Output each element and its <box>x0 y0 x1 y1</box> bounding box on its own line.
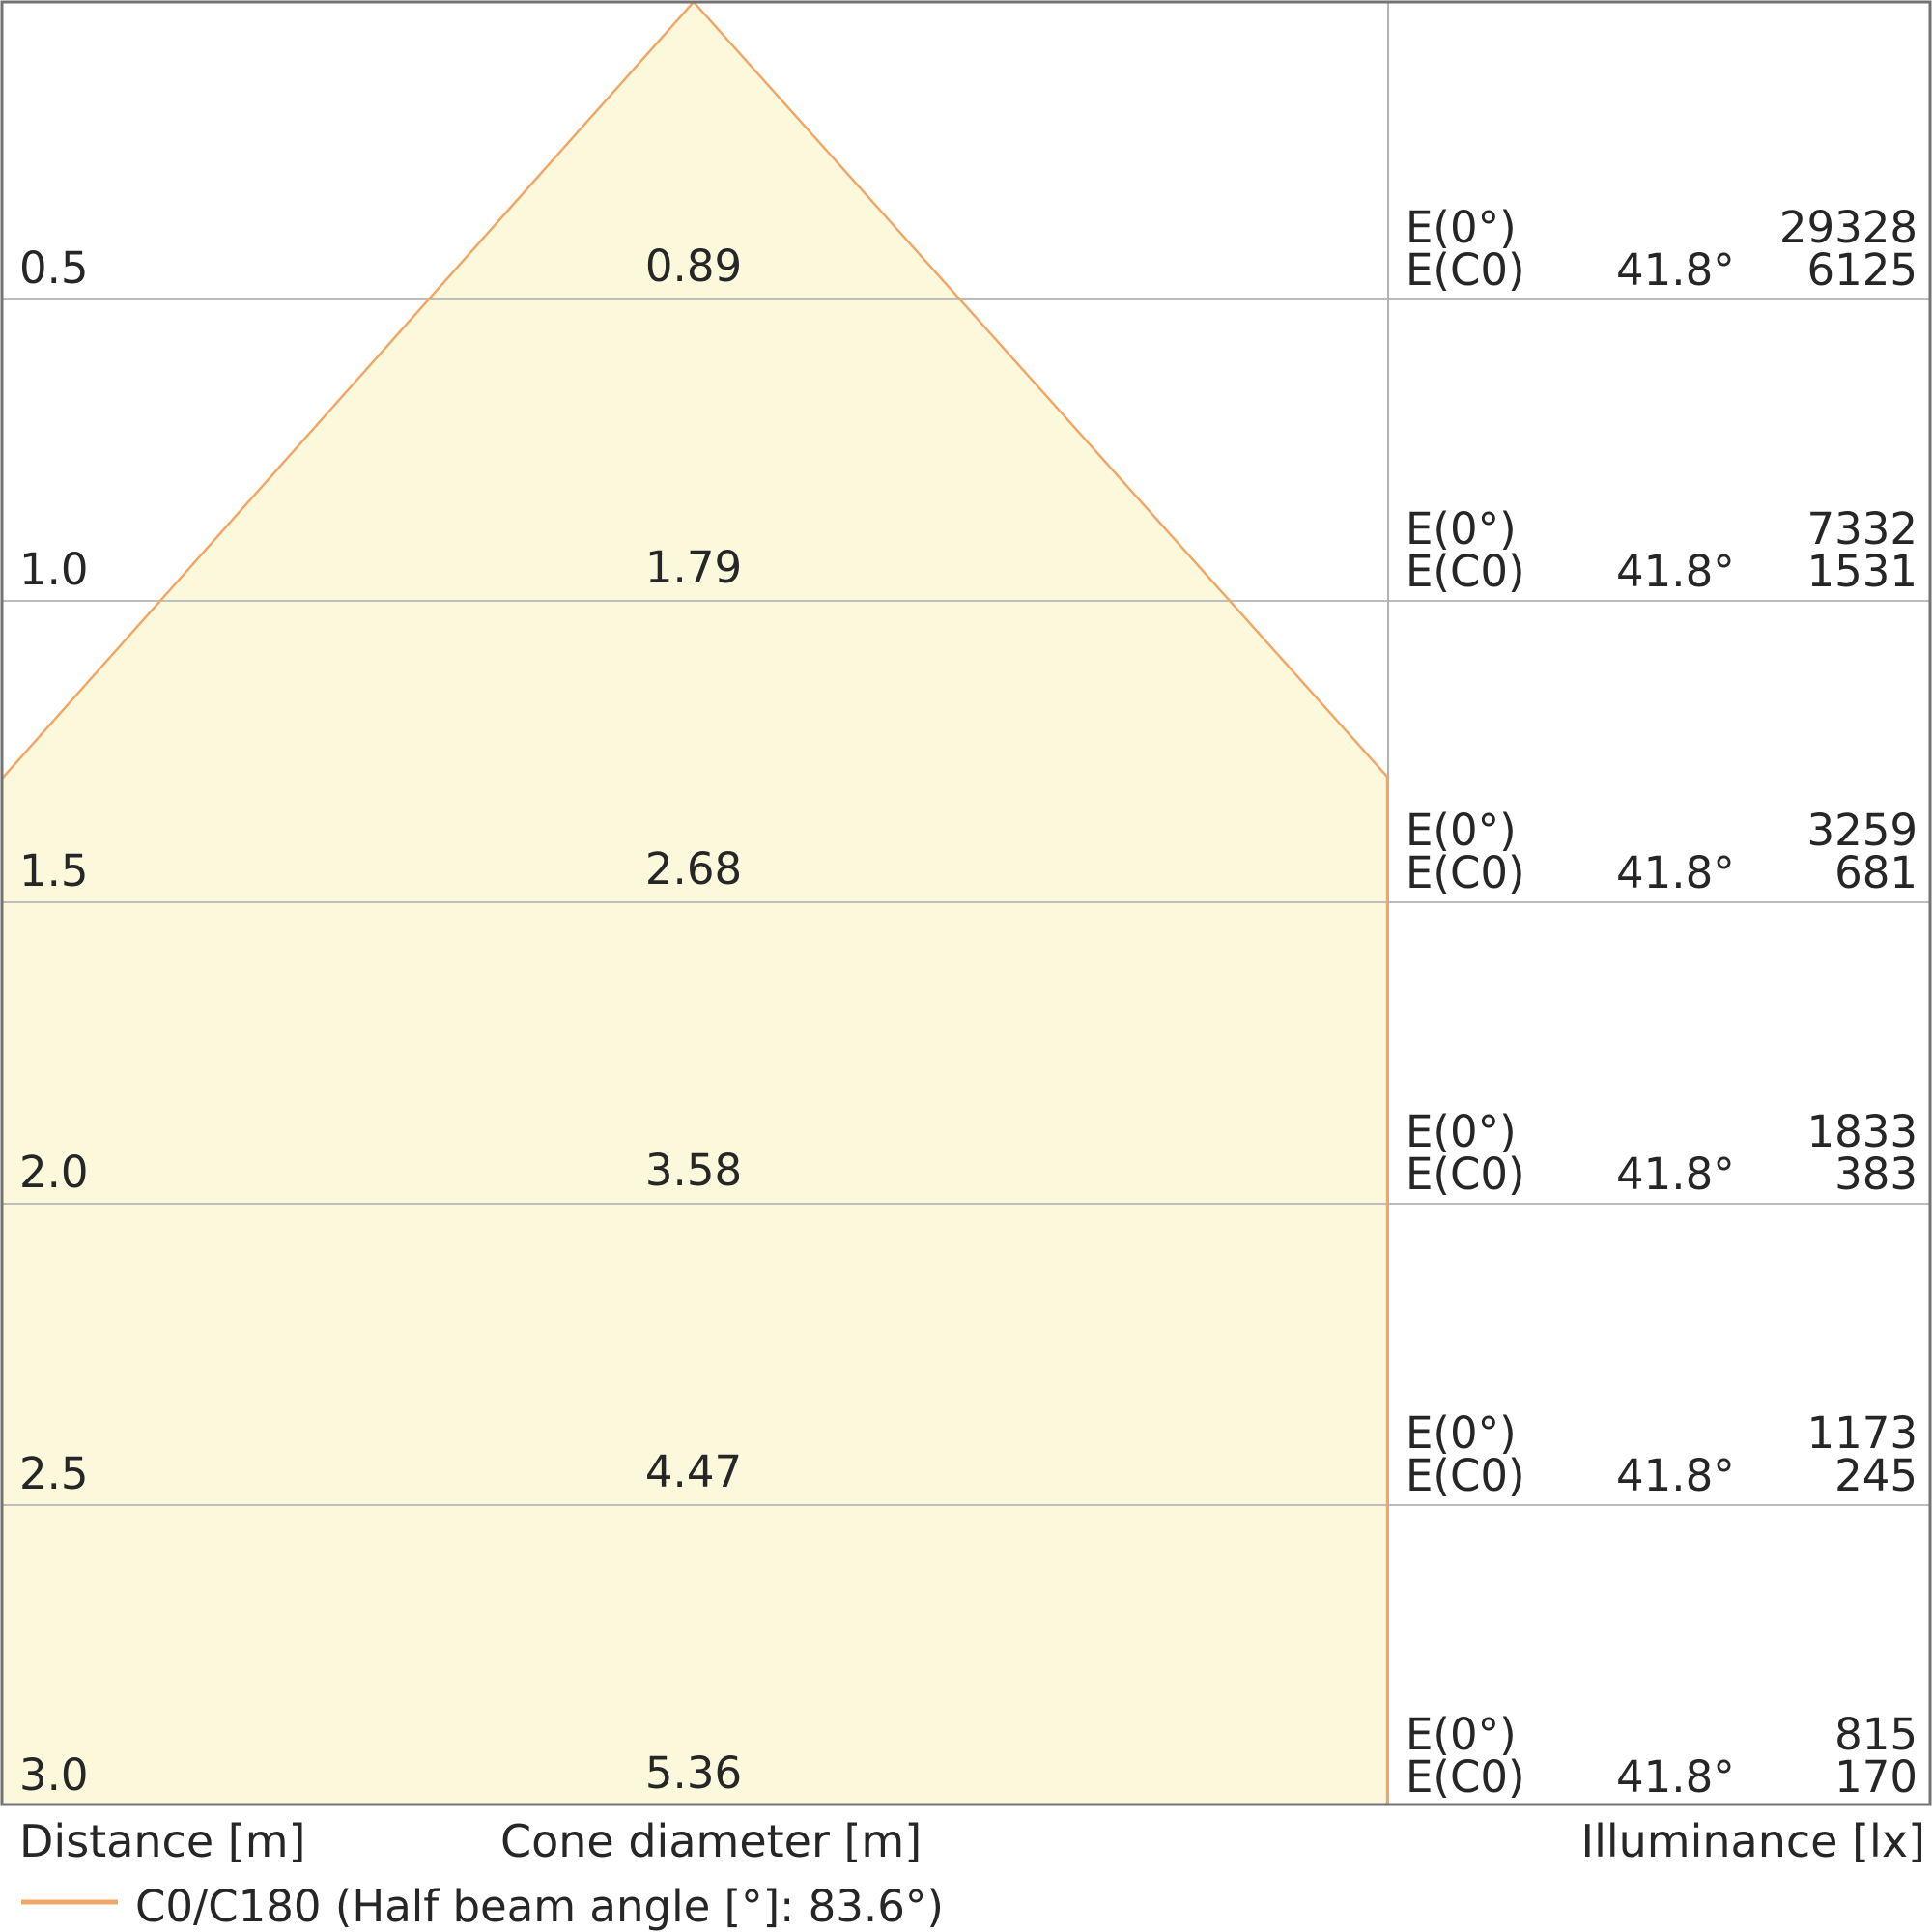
ec0-line: E(C0) 41.8° 681 <box>1406 847 1918 898</box>
illuminance-block: E(0°) 1173 E(C0) 41.8° 245 <box>1406 1407 1918 1501</box>
ec0-label: E(C0) <box>1406 847 1525 898</box>
e0-label: E(0°) <box>1406 202 1517 253</box>
e0-label: E(0°) <box>1406 503 1517 554</box>
cone-diameter-value: 3.58 <box>644 1145 743 1196</box>
illuminance-block: E(0°) 3259 E(C0) 41.8° 681 <box>1406 805 1918 898</box>
ec0-line: E(C0) 41.8° 6125 <box>1406 244 1918 296</box>
e0-value: 29328 <box>1778 202 1918 253</box>
ec0-value: 1531 <box>1806 546 1918 597</box>
ec0-line: E(C0) 41.8° 383 <box>1406 1149 1918 1200</box>
distance-tick-label: 2.5 <box>19 1448 89 1499</box>
ec0-label: E(C0) <box>1406 1450 1525 1501</box>
e0-label: E(0°) <box>1406 805 1517 856</box>
distance-axis-label: Distance [m] <box>19 1815 306 1867</box>
beam-half-angle-value: 41.8° <box>1616 1450 1735 1501</box>
cone-diameter-axis-label: Cone diameter [m] <box>500 1815 923 1867</box>
e0-value: 1833 <box>1806 1106 1918 1157</box>
legend-swatch <box>21 1899 118 1905</box>
ec0-value: 681 <box>1834 847 1918 898</box>
e0-line: E(0°) 1833 <box>1406 1106 1918 1157</box>
e0-value: 815 <box>1834 1709 1918 1760</box>
ec0-label: E(C0) <box>1406 244 1525 296</box>
e0-label: E(0°) <box>1406 1106 1517 1157</box>
distance-tick-label: 2.0 <box>19 1147 89 1198</box>
e0-line: E(0°) 1173 <box>1406 1407 1918 1459</box>
ec0-label: E(C0) <box>1406 1149 1525 1200</box>
illuminance-block: E(0°) 1833 E(C0) 41.8° 383 <box>1406 1106 1918 1200</box>
beam-half-angle-value: 41.8° <box>1616 546 1735 597</box>
plot-border <box>0 0 1932 1806</box>
e0-label: E(0°) <box>1406 1407 1517 1459</box>
ec0-value: 245 <box>1834 1450 1918 1501</box>
ec0-line: E(C0) 41.8° 1531 <box>1406 546 1918 597</box>
e0-value: 1173 <box>1806 1407 1918 1459</box>
illuminance-axis-label: Illuminance [lx] <box>1580 1815 1925 1867</box>
ec0-label: E(C0) <box>1406 1751 1525 1803</box>
e0-line: E(0°) 815 <box>1406 1709 1918 1760</box>
e0-value: 3259 <box>1806 805 1918 856</box>
cone-diameter-value: 2.68 <box>644 843 743 895</box>
distance-tick-label: 3.0 <box>19 1749 89 1801</box>
distance-tick-label: 1.5 <box>19 845 89 896</box>
distance-tick-label: 1.0 <box>19 544 89 595</box>
illuminance-block: E(0°) 815 E(C0) 41.8° 170 <box>1406 1709 1918 1803</box>
legend: C0/C180 (Half beam angle [°]: 83.6°) <box>0 1878 1932 1932</box>
distance-gridlines <box>2 298 1930 1506</box>
ec0-value: 383 <box>1834 1149 1918 1200</box>
ec0-value: 6125 <box>1806 244 1918 296</box>
beam-half-angle-value: 41.8° <box>1616 847 1735 898</box>
distance-tick-label: 0.5 <box>19 242 89 294</box>
ec0-line: E(C0) 41.8° 245 <box>1406 1450 1918 1501</box>
e0-line: E(0°) 3259 <box>1406 805 1918 856</box>
beam-half-angle-value: 41.8° <box>1616 1751 1735 1803</box>
e0-line: E(0°) 7332 <box>1406 503 1918 554</box>
ec0-label: E(C0) <box>1406 546 1525 597</box>
cone-diameter-value: 0.89 <box>644 241 743 292</box>
ec0-line: E(C0) 41.8° 170 <box>1406 1751 1918 1803</box>
cone-diameter-value: 4.47 <box>644 1446 743 1497</box>
e0-value: 7332 <box>1806 503 1918 554</box>
ec0-value: 170 <box>1834 1751 1918 1803</box>
legend-label: C0/C180 (Half beam angle [°]: 83.6°) <box>135 1881 944 1932</box>
illuminance-block: E(0°) 29328 E(C0) 41.8° 6125 <box>1406 202 1918 296</box>
cone-diameter-value: 5.36 <box>644 1747 743 1799</box>
e0-line: E(0°) 29328 <box>1406 202 1918 253</box>
illuminance-block: E(0°) 7332 E(C0) 41.8° 1531 <box>1406 503 1918 597</box>
beam-half-angle-value: 41.8° <box>1616 244 1735 296</box>
beam-half-angle-value: 41.8° <box>1616 1149 1735 1200</box>
cone-diameter-value: 1.79 <box>644 542 743 593</box>
e0-label: E(0°) <box>1406 1709 1517 1760</box>
